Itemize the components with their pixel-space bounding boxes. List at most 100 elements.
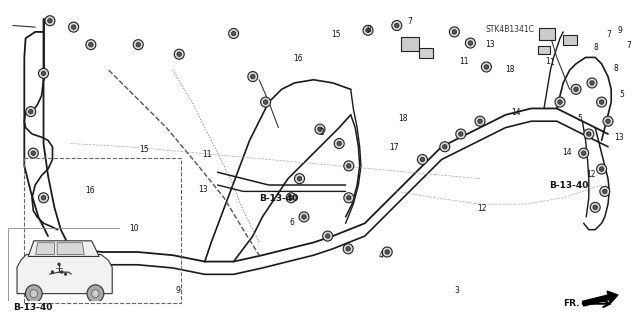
Bar: [540, 28, 556, 41]
Circle shape: [392, 20, 402, 31]
Circle shape: [593, 205, 598, 210]
Circle shape: [555, 97, 565, 107]
Text: 12: 12: [477, 204, 486, 213]
Circle shape: [248, 71, 258, 82]
Circle shape: [315, 124, 325, 134]
Text: 9: 9: [175, 286, 180, 295]
Circle shape: [581, 151, 586, 155]
Circle shape: [571, 84, 581, 94]
Circle shape: [343, 244, 353, 254]
Text: 13: 13: [485, 40, 495, 48]
Circle shape: [468, 41, 473, 45]
Circle shape: [365, 28, 371, 33]
Text: 14: 14: [511, 108, 520, 117]
FancyArrow shape: [582, 291, 618, 306]
Text: 4: 4: [379, 251, 384, 260]
Circle shape: [58, 263, 60, 266]
Text: B-13-40: B-13-40: [13, 303, 52, 312]
Circle shape: [41, 71, 46, 76]
Circle shape: [323, 231, 333, 241]
Text: 13: 13: [198, 185, 208, 194]
Circle shape: [599, 100, 604, 104]
Circle shape: [382, 247, 392, 257]
Text: 11: 11: [202, 150, 212, 159]
Text: 8: 8: [613, 64, 618, 73]
Circle shape: [64, 273, 67, 276]
Text: 7: 7: [626, 41, 631, 50]
Text: 13: 13: [614, 133, 624, 142]
Circle shape: [31, 151, 36, 155]
Circle shape: [51, 271, 54, 274]
Circle shape: [297, 176, 302, 181]
Circle shape: [584, 129, 594, 139]
Bar: [401, 37, 419, 51]
Circle shape: [394, 23, 399, 28]
Text: 3: 3: [454, 286, 460, 295]
Circle shape: [440, 142, 450, 152]
Text: B-13-40: B-13-40: [259, 194, 299, 203]
Circle shape: [71, 25, 76, 29]
Circle shape: [465, 38, 476, 48]
Circle shape: [346, 247, 351, 251]
Circle shape: [47, 19, 52, 23]
Circle shape: [477, 119, 483, 123]
Circle shape: [263, 100, 268, 104]
Circle shape: [481, 62, 492, 72]
Text: 11: 11: [460, 57, 469, 66]
Circle shape: [602, 189, 607, 194]
Circle shape: [337, 141, 342, 146]
Circle shape: [344, 193, 354, 203]
Text: 16: 16: [293, 54, 303, 63]
Circle shape: [363, 25, 373, 35]
Circle shape: [596, 164, 607, 174]
Bar: [538, 46, 550, 55]
Circle shape: [299, 212, 309, 222]
Text: 5: 5: [620, 90, 625, 99]
Circle shape: [286, 193, 296, 203]
Text: 7: 7: [74, 286, 79, 295]
Circle shape: [60, 271, 63, 274]
Circle shape: [579, 148, 589, 158]
Circle shape: [317, 127, 323, 131]
Bar: [419, 48, 433, 58]
Circle shape: [605, 119, 611, 123]
Text: 15: 15: [332, 30, 341, 39]
Circle shape: [289, 196, 294, 200]
Circle shape: [586, 132, 591, 136]
Text: 14: 14: [562, 148, 572, 157]
Circle shape: [600, 186, 610, 197]
Circle shape: [45, 16, 55, 26]
Circle shape: [557, 100, 563, 104]
Circle shape: [250, 74, 255, 79]
Polygon shape: [36, 243, 54, 255]
PathPatch shape: [17, 255, 112, 293]
Circle shape: [86, 40, 96, 50]
Circle shape: [38, 68, 49, 78]
Circle shape: [475, 116, 485, 126]
Text: 2: 2: [320, 128, 324, 137]
Circle shape: [587, 78, 597, 88]
Circle shape: [133, 40, 143, 50]
Circle shape: [26, 285, 42, 302]
Circle shape: [87, 285, 104, 302]
Circle shape: [599, 167, 604, 171]
Circle shape: [38, 193, 49, 203]
Circle shape: [30, 290, 38, 298]
Circle shape: [177, 52, 182, 56]
Text: 1: 1: [549, 58, 554, 67]
Circle shape: [442, 145, 447, 149]
Text: 18: 18: [506, 65, 515, 74]
Circle shape: [301, 215, 307, 219]
Circle shape: [456, 129, 466, 139]
Circle shape: [417, 154, 428, 165]
Circle shape: [231, 31, 236, 36]
Text: 8: 8: [594, 43, 598, 52]
Circle shape: [88, 42, 93, 47]
Circle shape: [590, 202, 600, 212]
PathPatch shape: [28, 241, 99, 256]
Text: 18: 18: [398, 114, 408, 123]
Circle shape: [228, 28, 239, 39]
Text: 7: 7: [607, 30, 612, 39]
Text: 7: 7: [407, 17, 412, 26]
Circle shape: [325, 234, 330, 238]
